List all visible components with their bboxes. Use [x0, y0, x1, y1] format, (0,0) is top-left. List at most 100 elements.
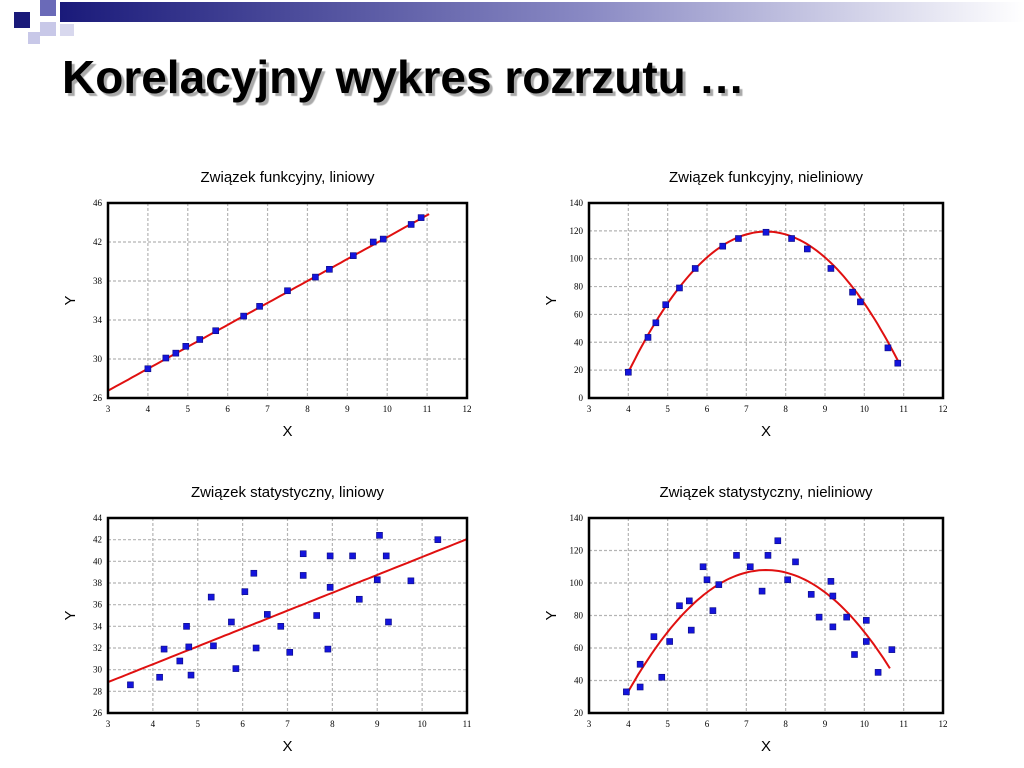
x-tick-label: 3 [106, 404, 111, 414]
data-point [623, 688, 630, 696]
plot-frame [106, 516, 469, 715]
data-point [127, 681, 134, 689]
data-point [829, 592, 837, 600]
data-point [827, 578, 835, 585]
y-tick-label: 100 [570, 254, 584, 264]
y-tick-label: 34 [93, 621, 103, 631]
data-point [699, 563, 707, 571]
data-point [355, 595, 363, 603]
data-point [176, 657, 184, 665]
data-point [407, 577, 415, 585]
data-point [250, 569, 258, 577]
x-axis-label: X [761, 423, 771, 440]
data-point [788, 235, 795, 242]
data-point [851, 651, 858, 658]
data-point [703, 576, 711, 584]
y-tick-label: 80 [574, 282, 584, 292]
y-tick-label: 38 [93, 578, 103, 588]
data-point [172, 349, 180, 357]
data-point [407, 221, 415, 228]
data-point [379, 235, 387, 243]
y-tick-label: 20 [574, 365, 584, 375]
data-point [658, 673, 666, 681]
x-tick-label: 4 [626, 719, 631, 729]
x-tick-label: 10 [383, 404, 393, 414]
data-point [719, 242, 727, 250]
y-tick-label: 28 [93, 686, 103, 696]
x-tick-label: 8 [783, 719, 788, 729]
x-tick-label: 8 [783, 404, 788, 414]
x-tick-label: 12 [463, 404, 472, 414]
y-tick-label: 36 [93, 600, 103, 610]
plot-frame [587, 516, 945, 715]
data-point [324, 645, 332, 653]
y-tick-label: 46 [93, 198, 103, 208]
data-point [185, 643, 193, 651]
deco-square-dark [14, 12, 30, 28]
y-axis-label: Y [62, 295, 79, 305]
y-tick-label: 30 [93, 354, 103, 364]
data-point [784, 576, 791, 584]
y-tick-label: 60 [574, 309, 584, 319]
data-point [803, 245, 811, 253]
data-point [183, 623, 190, 630]
data-point [735, 235, 742, 242]
y-tick-label: 40 [574, 676, 584, 686]
x-tick-label: 12 [939, 404, 948, 414]
data-point [888, 646, 896, 653]
data-point [815, 613, 823, 621]
x-tick-label: 11 [899, 719, 908, 729]
data-point [676, 602, 683, 610]
data-point [299, 572, 307, 579]
data-point [350, 252, 357, 259]
data-point [807, 591, 815, 598]
data-point [241, 588, 249, 595]
x-tick-label: 11 [463, 719, 472, 729]
x-axis-label: X [282, 423, 292, 440]
y-tick-label: 140 [570, 198, 584, 208]
y-tick-label: 44 [93, 513, 103, 523]
data-point [857, 298, 864, 306]
x-tick-label: 4 [151, 719, 156, 729]
chart-title: Związek funkcyjny, nieliniowy [669, 169, 863, 186]
data-point [232, 665, 240, 672]
plot-area [108, 203, 467, 398]
x-tick-label: 10 [860, 404, 870, 414]
y-tick-label: 26 [93, 708, 103, 718]
data-point [326, 265, 333, 273]
data-point [286, 649, 294, 656]
data-point [382, 552, 390, 560]
x-tick-label: 3 [106, 719, 111, 729]
x-tick-label: 6 [705, 719, 710, 729]
x-tick-label: 9 [345, 404, 350, 414]
y-tick-label: 38 [93, 276, 103, 286]
data-point [762, 228, 770, 236]
data-point [792, 558, 799, 566]
data-point [376, 532, 383, 539]
data-point [312, 273, 319, 281]
data-point [228, 618, 235, 626]
y-tick-label: 80 [574, 611, 584, 621]
chart-title: Związek statystyczny, nieliniowy [659, 484, 873, 501]
data-point [144, 365, 152, 373]
y-tick-label: 40 [574, 337, 584, 347]
fit-line [108, 538, 467, 684]
y-tick-label: 32 [93, 643, 102, 653]
y-tick-label: 60 [574, 643, 584, 653]
data-point [162, 354, 170, 362]
data-point [884, 344, 892, 352]
x-tick-label: 9 [823, 719, 828, 729]
x-tick-label: 9 [375, 719, 380, 729]
x-tick-label: 7 [744, 404, 749, 414]
data-point [277, 623, 285, 630]
data-point [758, 587, 766, 595]
data-point [373, 576, 381, 584]
data-point [764, 552, 772, 559]
data-point [299, 550, 307, 558]
data-point [212, 327, 219, 335]
y-tick-label: 26 [93, 393, 103, 403]
